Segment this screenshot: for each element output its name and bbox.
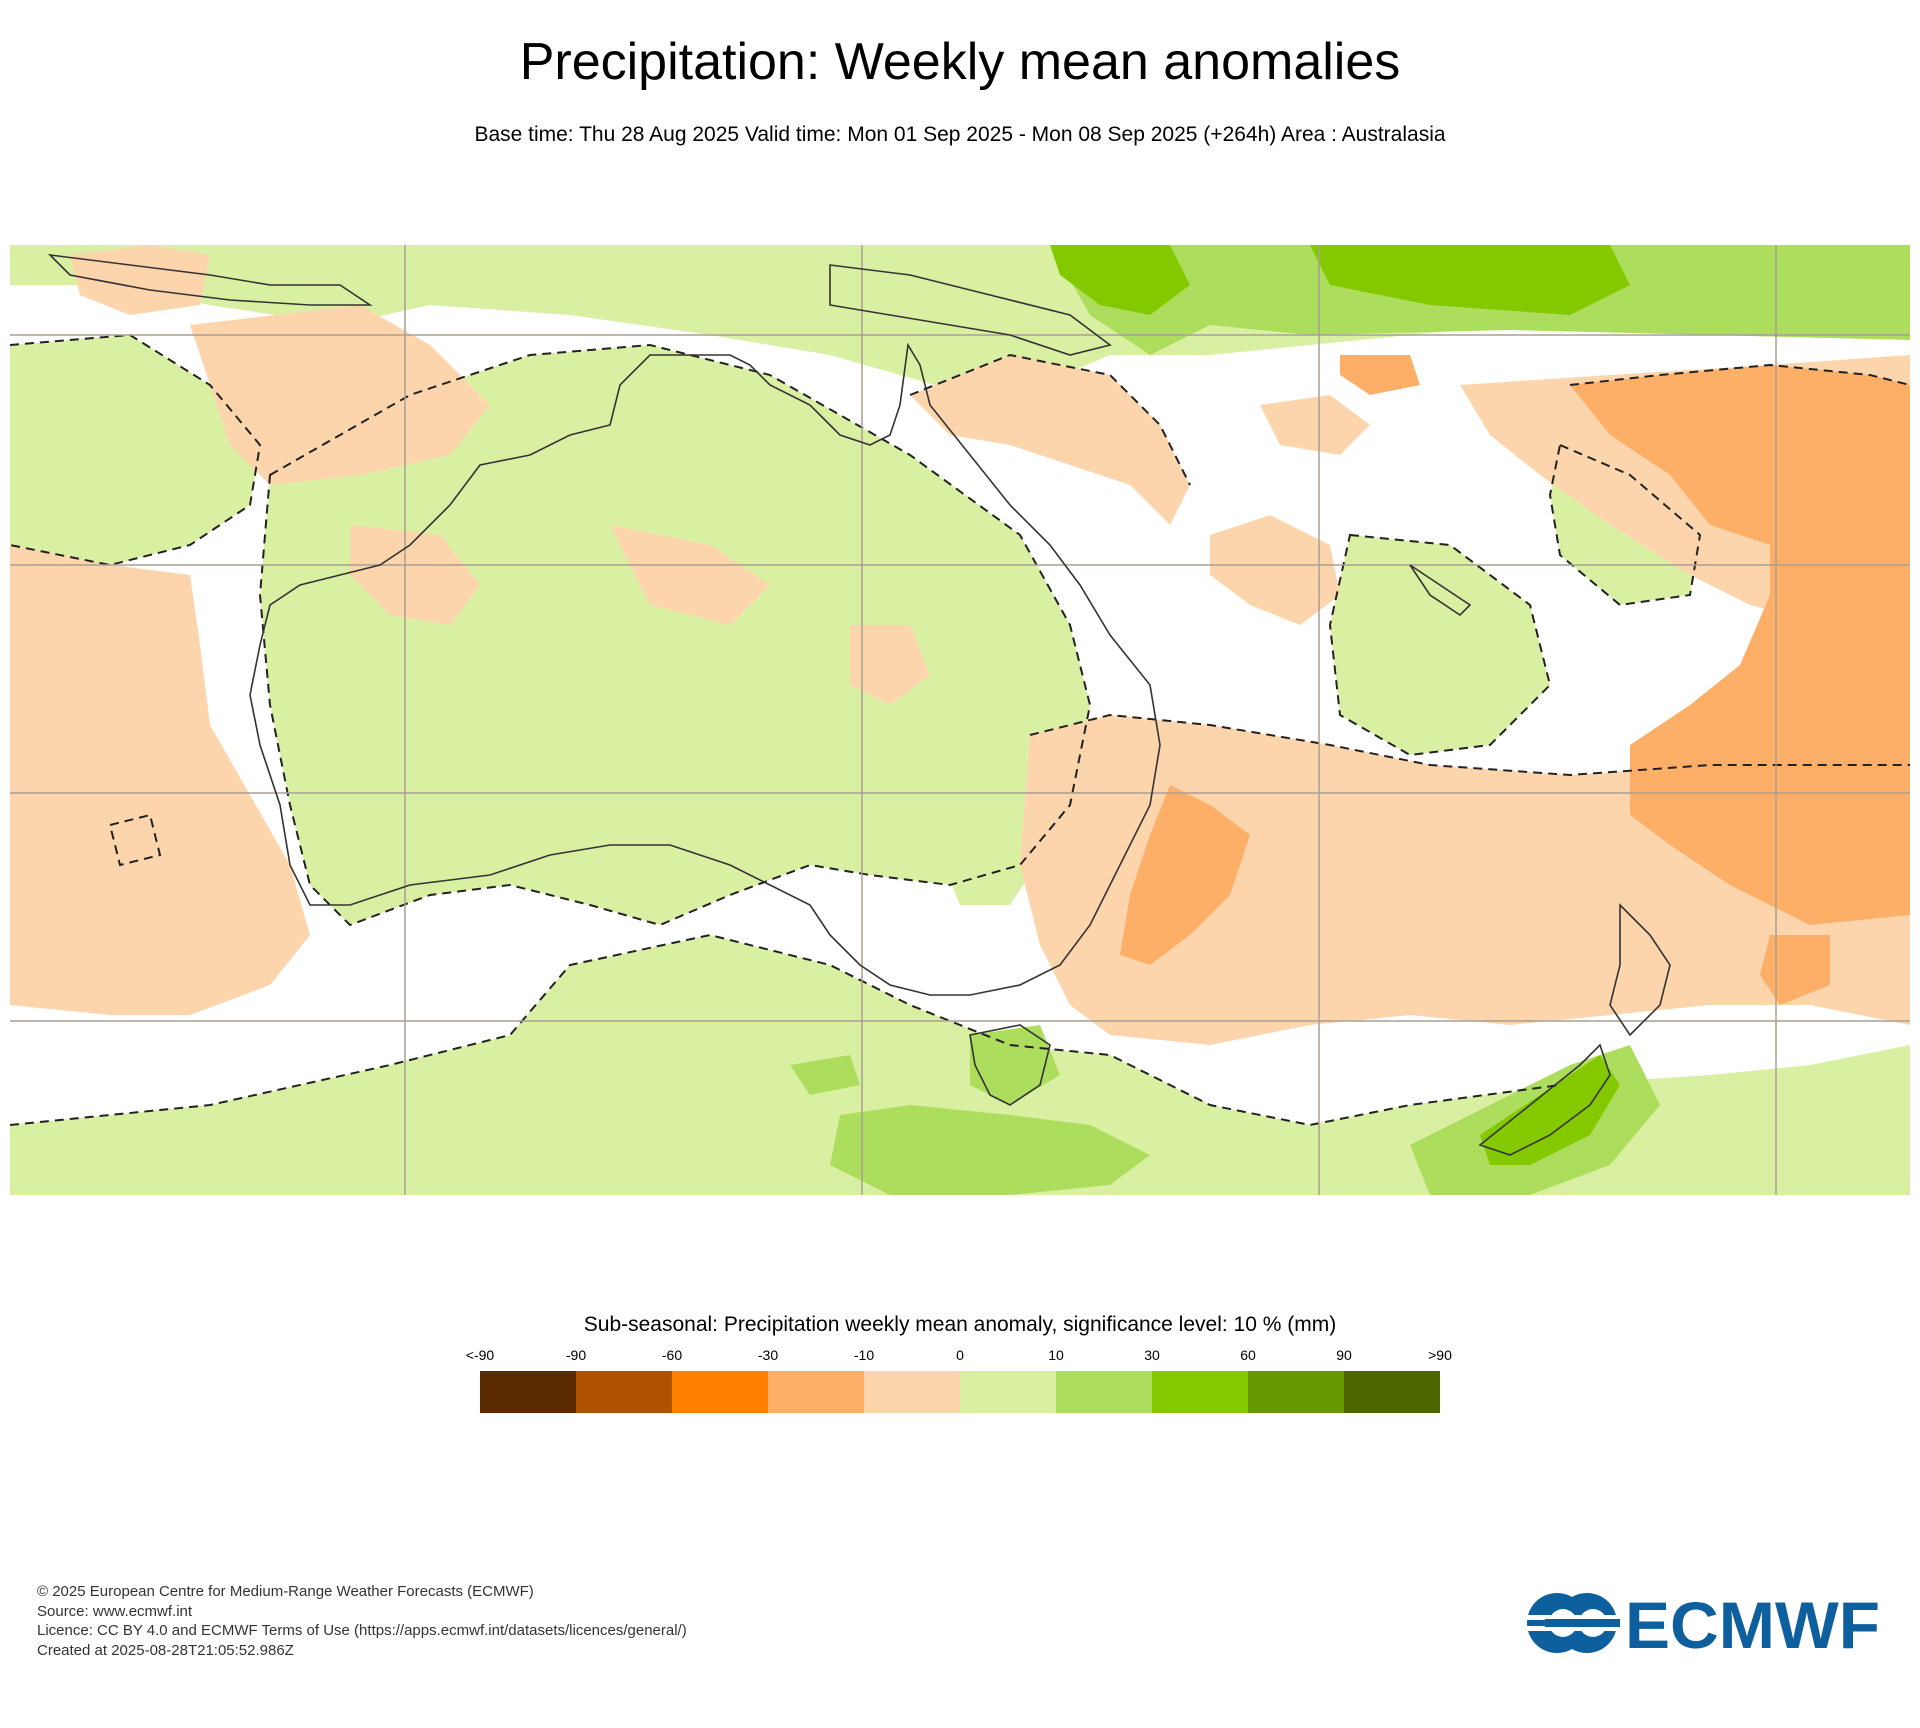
copyright-text: © 2025 European Centre for Medium-Range …	[37, 1583, 534, 1600]
new-guinea-coastline	[829, 264, 1112, 356]
positive-anomaly-strong	[1050, 245, 1630, 1165]
legend-swatch-2	[672, 1371, 768, 1413]
coastlines	[47, 253, 1671, 1156]
legend-label: -10	[853, 1347, 875, 1363]
ecmwf-logo-text: ECMWF	[1625, 1588, 1880, 1658]
legend-label: 10	[1048, 1347, 1064, 1363]
ecmwf-logo-icon	[1525, 1593, 1620, 1653]
legend-labels: <-90 -90 -60 -30 -10 0 10 30 60 90 >90	[466, 1347, 1452, 1367]
legend-color-bar	[480, 1371, 1440, 1413]
footer-credits: © 2025 European Centre for Medium-Range …	[37, 1582, 687, 1660]
legend-swatch-6	[1056, 1371, 1152, 1413]
legend-title: Sub-seasonal: Precipitation weekly mean …	[583, 1313, 1337, 1336]
legend-label: >90	[1428, 1347, 1452, 1363]
legend-label: -30	[757, 1347, 779, 1363]
legend-label: 0	[956, 1347, 964, 1363]
new-caledonia-coastline	[1409, 564, 1472, 617]
legend-swatch-4	[864, 1371, 960, 1413]
legend-label: -90	[565, 1347, 587, 1363]
source-text: Source: www.ecmwf.int	[37, 1602, 193, 1620]
australia-coastline	[249, 342, 1161, 996]
legend-label: <-90	[465, 1347, 495, 1363]
legend-label: 60	[1240, 1347, 1256, 1363]
positive-anomaly-light	[10, 245, 1910, 1195]
ecmwf-logo: ECMWF	[1525, 1588, 1885, 1662]
page-title: Precipitation: Weekly mean anomalies	[519, 33, 1401, 91]
tasmania-coastline	[969, 1024, 1051, 1106]
graticule-lines	[10, 245, 1910, 1195]
page-subtitle: Base time: Thu 28 Aug 2025 Valid time: M…	[474, 123, 1446, 146]
legend-label: 30	[1144, 1347, 1160, 1363]
legend-swatch-7	[1152, 1371, 1248, 1413]
new-zealand-south-coastline	[1478, 1043, 1611, 1156]
negative-anomaly-mid	[1120, 355, 1910, 1005]
legend-swatch-0	[480, 1371, 576, 1413]
legend-label: -60	[661, 1347, 683, 1363]
legend-swatch-5	[960, 1371, 1056, 1413]
legend-swatch-9	[1344, 1371, 1440, 1413]
significance-contours	[10, 333, 1910, 1127]
created-text: Created at 2025-08-28T21:05:52.986Z	[37, 1641, 294, 1659]
legend-swatch-1	[576, 1371, 672, 1413]
licence-text: Licence: CC BY 4.0 and ECMWF Terms of Us…	[37, 1622, 687, 1639]
map-canvas	[10, 245, 1910, 1195]
new-zealand-north-coastline	[1609, 903, 1671, 1037]
legend-label: 90	[1336, 1347, 1352, 1363]
legend-swatch-3	[768, 1371, 864, 1413]
legend-swatch-8	[1248, 1371, 1344, 1413]
indonesia-coastline	[47, 253, 373, 306]
precipitation-anomaly-map	[10, 245, 1910, 1195]
